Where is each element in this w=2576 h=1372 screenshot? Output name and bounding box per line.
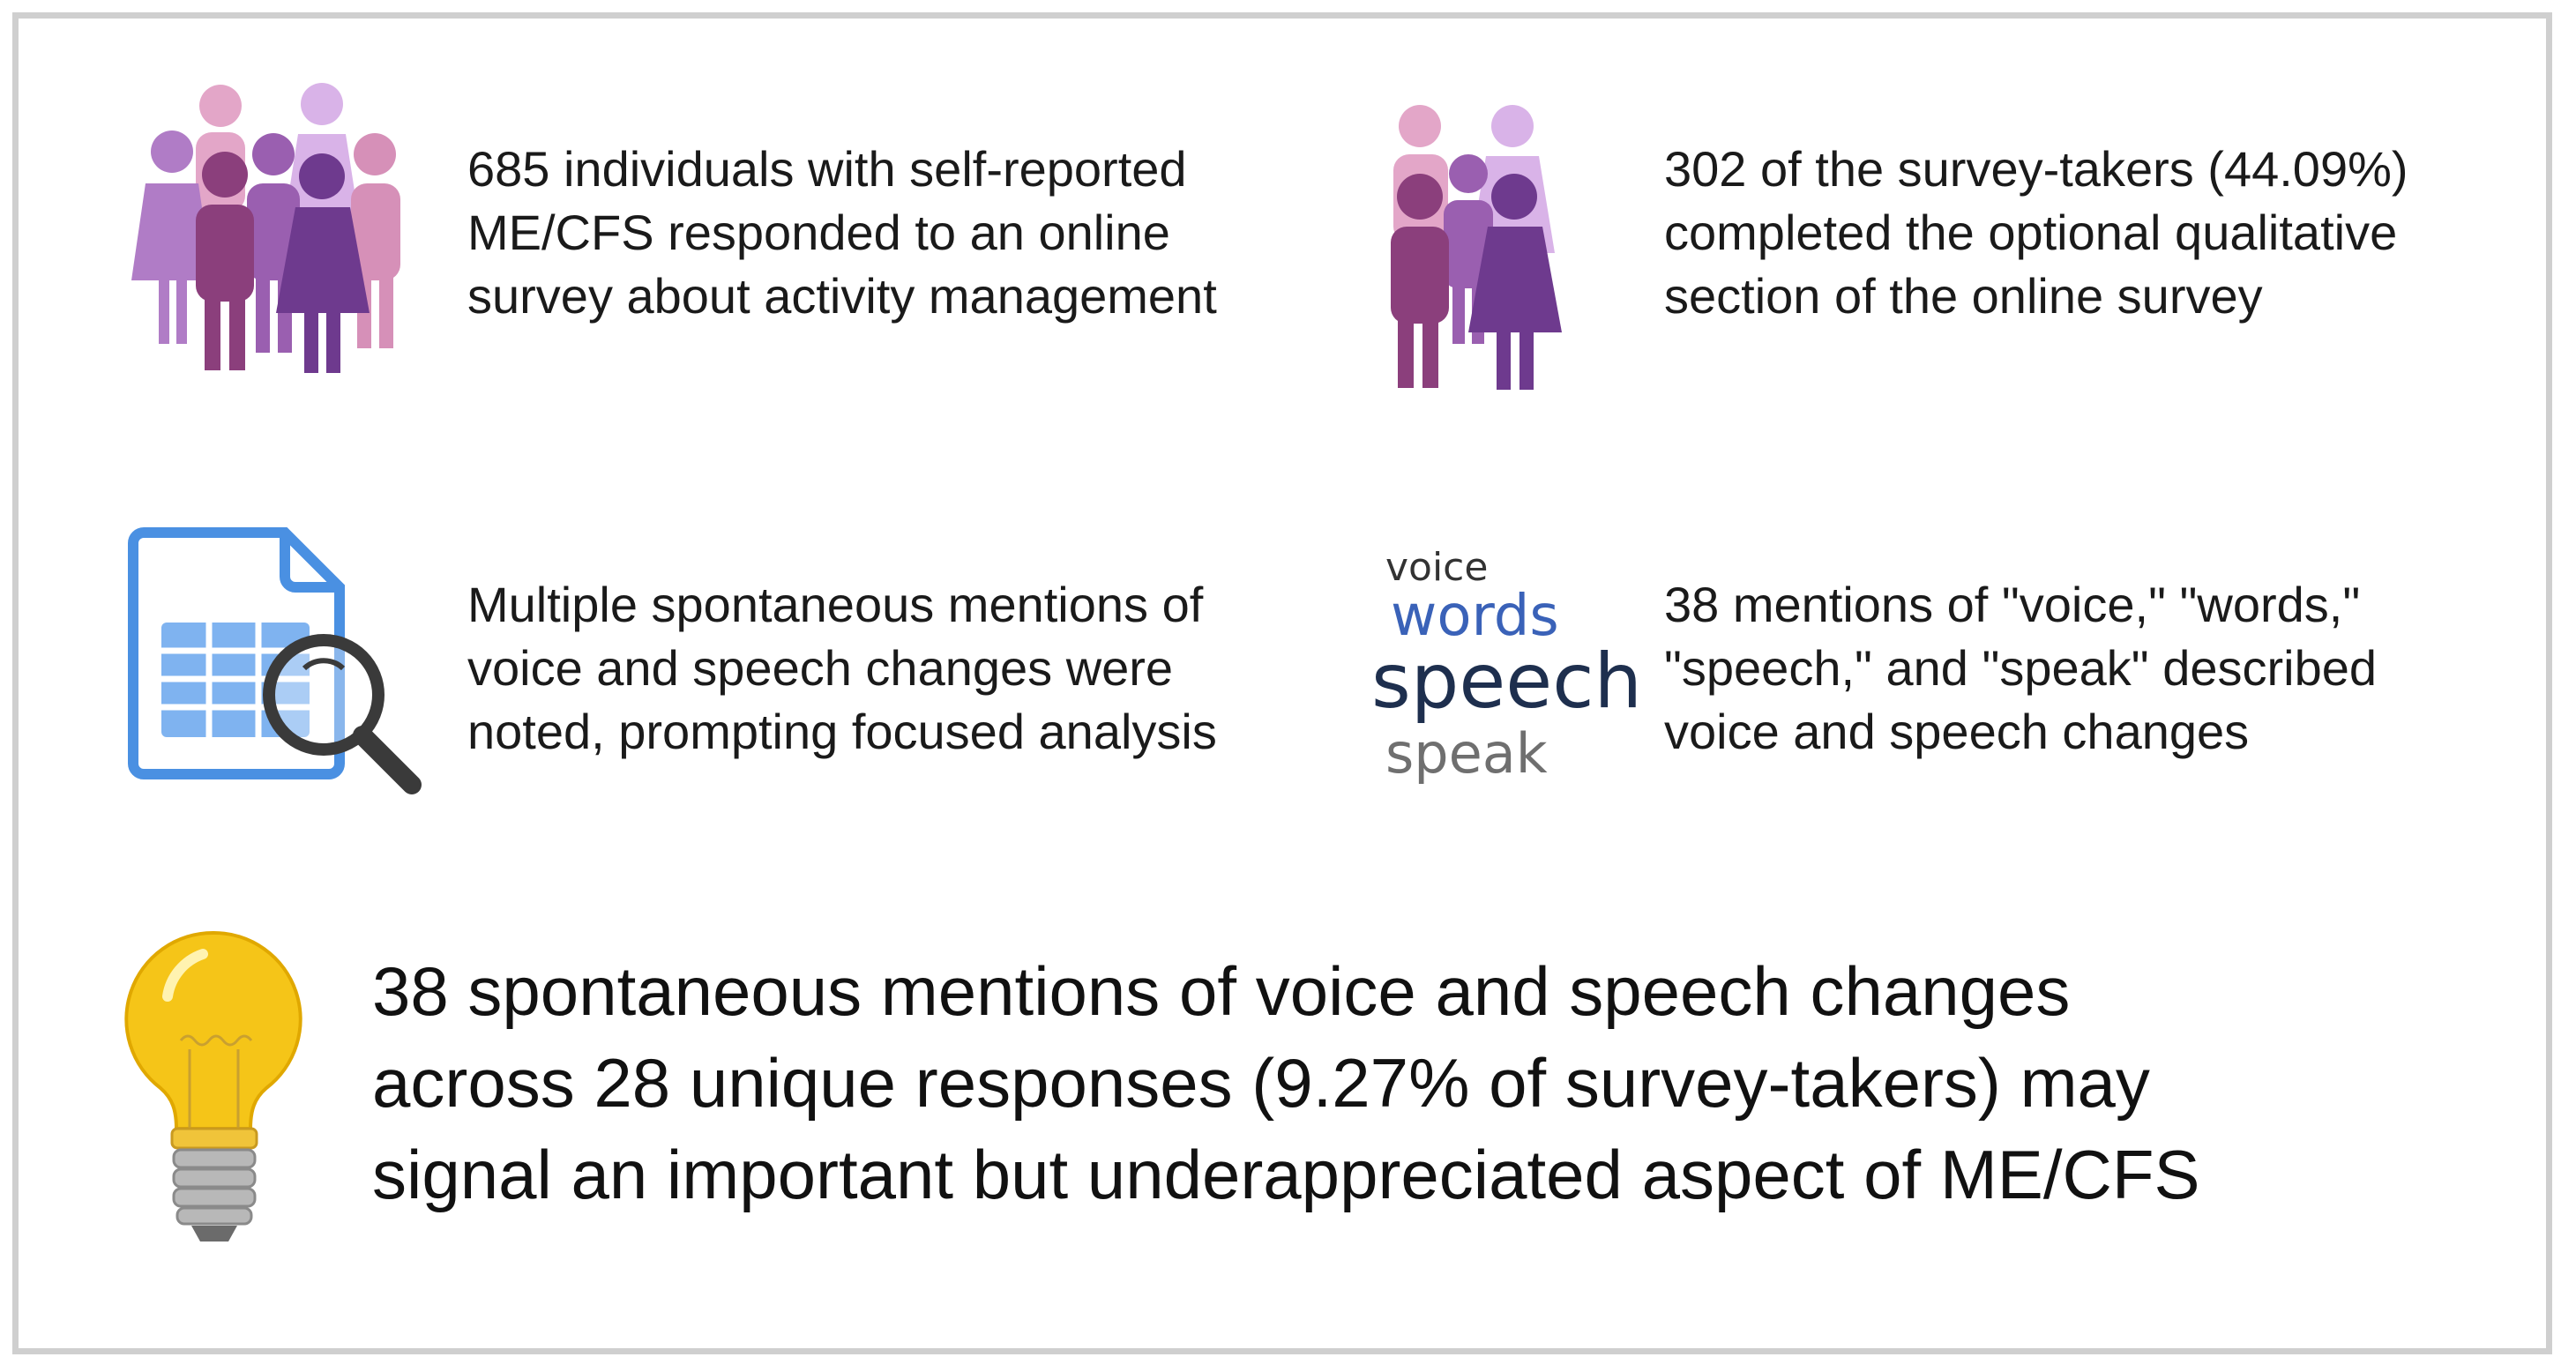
word-cloud-speak: speak <box>1385 721 1548 786</box>
lightbulb-icon <box>124 930 302 1242</box>
people-group-large-icon <box>131 83 400 373</box>
panel-4-text: 38 mentions of "voice," "words," "speech… <box>1664 577 2378 759</box>
word-cloud-voice: voice <box>1385 545 1489 590</box>
word-cloud-speech: speech <box>1371 638 1643 726</box>
infographic-frame <box>12 12 2552 1354</box>
people-group-small-icon <box>1391 105 1562 390</box>
word-cloud-icon: voice words speech speak <box>1371 545 1642 786</box>
panel-3-text: Multiple spontaneous mentions of voice a… <box>467 577 1217 759</box>
conclusion-text: 38 spontaneous mentions of voice and spe… <box>372 952 2200 1213</box>
panel-1-text: 685 individuals with self-reported ME/CF… <box>467 141 1217 324</box>
word-cloud-words: words <box>1391 584 1559 649</box>
document-search-icon <box>128 527 422 794</box>
panel-2-text: 302 of the survey-takers (44.09%) comple… <box>1664 141 2408 324</box>
